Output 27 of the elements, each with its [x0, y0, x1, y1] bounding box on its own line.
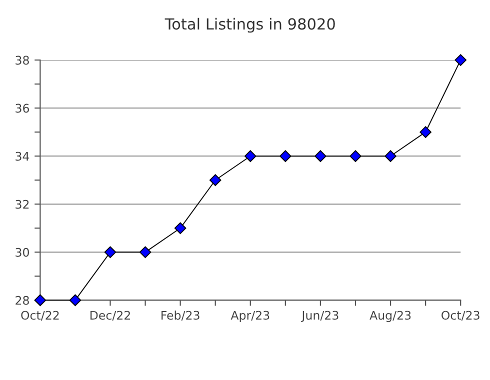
- x-tick-label: Oct/22: [21, 310, 59, 321]
- chart-title: Total Listings in 98020: [164, 18, 335, 33]
- y-tick-label: 28: [16, 296, 29, 305]
- y-tick-label: 34: [16, 152, 30, 161]
- x-tick-label: Dec/22: [90, 310, 130, 321]
- point: [244, 150, 256, 162]
- point: [104, 246, 116, 258]
- point: [209, 174, 222, 186]
- x-tick-label: Oct/23: [442, 310, 480, 321]
- y-tick-label: 38: [16, 56, 29, 65]
- point: [69, 294, 82, 306]
- point: [350, 150, 362, 162]
- x-tick-label: Apr/23: [230, 310, 270, 322]
- point: [280, 150, 292, 162]
- x-tick-label: Aug/23: [370, 310, 411, 322]
- x-tick-label: Feb/23: [162, 310, 200, 321]
- y-tick-label: 36: [16, 104, 30, 113]
- point: [454, 54, 466, 66]
- point: [384, 150, 396, 162]
- point: [314, 150, 326, 162]
- x-tick-label: Jun/23: [301, 310, 338, 322]
- point: [139, 246, 152, 258]
- point: [420, 126, 432, 138]
- point: [174, 222, 186, 234]
- y-tick-label: 32: [16, 200, 29, 209]
- point: [34, 294, 46, 306]
- y-tick-label: 30: [16, 248, 29, 257]
